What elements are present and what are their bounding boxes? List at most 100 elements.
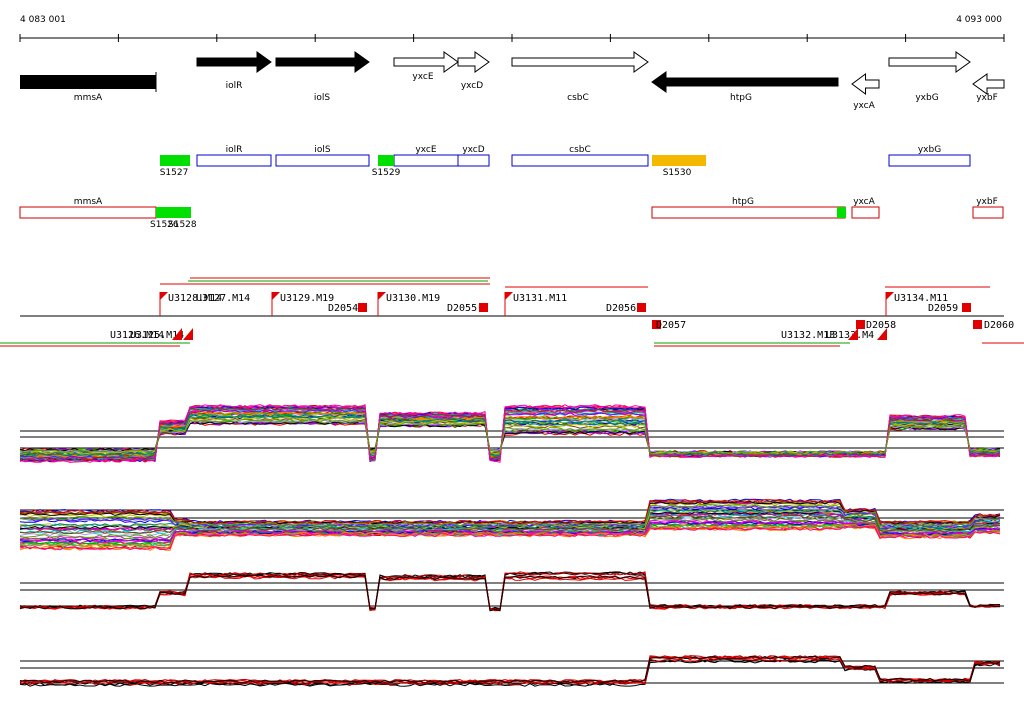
terminator: [637, 303, 646, 312]
terminator: [856, 320, 865, 329]
transcription-unit-label: U3129.M19: [280, 293, 334, 304]
terminator: [479, 303, 488, 312]
gene-arrow: [651, 71, 839, 93]
feature-box: [196, 154, 272, 167]
transcription-unit-label: U3126.M14: [110, 330, 164, 341]
gene-arrow: [457, 51, 490, 73]
feature-box: [275, 154, 370, 167]
gene-label: iolS: [314, 93, 331, 103]
gene-arrow: [972, 73, 1005, 95]
expression-profile: [19, 509, 1001, 530]
gene-label: yxcD: [461, 81, 483, 91]
feature-box: [888, 154, 971, 167]
end-coordinate: 4 093 000: [956, 15, 1002, 25]
start-coordinate: 4 083 001: [20, 15, 66, 25]
gene-label: iolR: [226, 81, 243, 91]
gene-label: htpG: [730, 93, 752, 103]
expression-profile: [19, 655, 1001, 683]
terminator-label: D2056: [606, 303, 636, 314]
feature-label: yxcD: [462, 145, 484, 155]
promoter-flag: [848, 328, 858, 340]
feature-label: yxbG: [918, 145, 941, 155]
expression-profile: [19, 411, 1001, 458]
promoter-flag: [378, 292, 386, 300]
terminator-label: D2057: [656, 320, 686, 331]
transcription-unit-label: U3133.M4: [826, 330, 874, 341]
feature-label: mmsA: [74, 197, 103, 207]
segment-label: S1527: [160, 168, 189, 178]
feature-label: iolS: [314, 145, 331, 155]
expression-profile: [19, 514, 1001, 535]
transcription-unit-label: U3131.M11: [513, 293, 567, 304]
gene-arrow: [393, 51, 459, 73]
terminator-label: D2054: [328, 303, 358, 314]
segment-label: S1528: [168, 220, 197, 230]
expression-profile: [19, 524, 1001, 547]
gene-label: yxbF: [976, 93, 998, 103]
segment-label: S1526: [150, 220, 179, 230]
promoter-flag: [272, 292, 280, 300]
feature-label: yxcA: [853, 197, 875, 207]
expression-profile: [19, 511, 1001, 531]
feature-box: [972, 206, 1004, 219]
feature-label: htpG: [732, 197, 754, 207]
gene-arrow: [511, 51, 649, 73]
expression-profile: [19, 503, 1001, 527]
feature-label: yxcE: [415, 145, 436, 155]
promoter-flag: [886, 292, 894, 300]
terminator-label: D2060: [984, 320, 1014, 331]
segment: [378, 155, 394, 166]
promoter-flag: [160, 292, 168, 300]
terminator-label: D2058: [866, 320, 896, 331]
feature-box: [457, 154, 490, 167]
terminator: [652, 320, 661, 329]
expression-profile: [19, 525, 1001, 551]
terminator-label: D2059: [928, 303, 958, 314]
transcription-unit-label: U3127.M14: [196, 293, 250, 304]
expression-profile: [19, 574, 1001, 612]
feature-box: [651, 206, 846, 219]
expression-profile: [19, 655, 1001, 684]
gene-arrow: [196, 51, 272, 73]
terminator: [962, 303, 971, 312]
feature-box: [851, 206, 880, 219]
promoter-flag: [183, 328, 193, 340]
gene-label: yxcE: [412, 72, 433, 82]
promoter-flag: [877, 328, 887, 340]
segment-label: S1530: [663, 168, 692, 178]
gene-arrow: [275, 51, 370, 73]
segment: [160, 155, 190, 166]
transcription-unit-label: U3132.M13: [781, 330, 835, 341]
terminator: [358, 303, 367, 312]
expression-profile: [19, 403, 1000, 463]
promoter-flag: [172, 328, 182, 340]
terminator: [973, 320, 982, 329]
segment: [156, 207, 191, 218]
gene-arrow: [888, 51, 971, 73]
segment: [652, 155, 706, 166]
expression-profile: [19, 520, 1001, 542]
gene-label: yxcA: [853, 101, 875, 111]
transcription-unit-label: U3125.M14: [130, 330, 184, 341]
expression-profile: [19, 659, 1001, 687]
promoter-flag: [505, 292, 513, 300]
transcription-unit-label: U3134.M11: [894, 293, 948, 304]
feature-label: csbC: [569, 145, 591, 155]
gene-box: [20, 75, 156, 89]
transcription-unit-label: U3128.M14: [168, 293, 222, 304]
feature-label: yxbF: [976, 197, 998, 207]
gene-arrow: [851, 73, 880, 95]
gene-label: csbC: [567, 93, 589, 103]
expression-profile: [19, 418, 1001, 455]
feature-label: iolR: [226, 145, 243, 155]
gene-label: mmsA: [74, 93, 103, 103]
expression-profile: [19, 657, 1001, 686]
feature-box: [19, 206, 157, 219]
segment-label: S1529: [372, 168, 401, 178]
feature-box: [393, 154, 459, 167]
gene-label: yxbG: [915, 93, 938, 103]
segment: [837, 207, 846, 218]
expression-profile: [19, 572, 1001, 611]
transcription-unit-label: U3130.M19: [386, 293, 440, 304]
